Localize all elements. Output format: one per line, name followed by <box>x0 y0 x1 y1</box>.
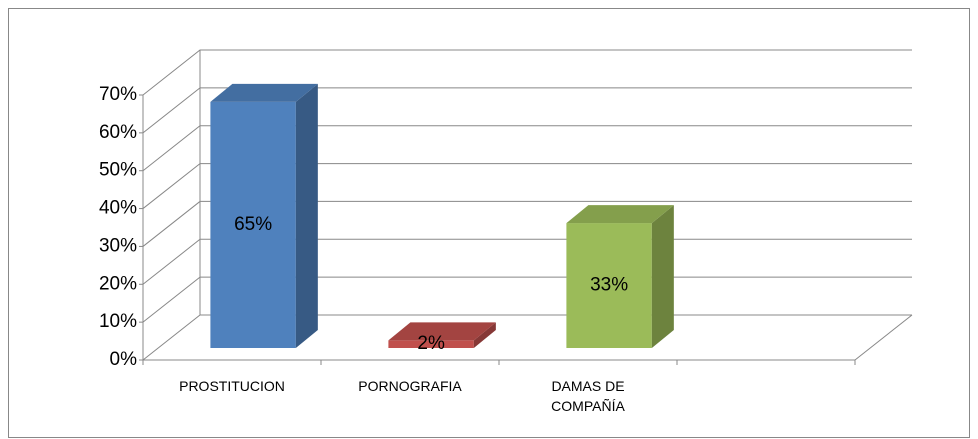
grid-line <box>142 238 912 285</box>
bar-top <box>210 83 318 102</box>
x-tick-label: PROSTITUCION <box>179 378 285 394</box>
x-tick-label: DAMAS DE COMPAÑÍA <box>551 378 625 414</box>
y-tick-label: 0% <box>110 349 138 370</box>
bar-top <box>566 205 674 224</box>
y-tick-label: 20% <box>99 273 137 294</box>
bar-side <box>295 83 318 348</box>
value-label: 33% <box>590 275 628 296</box>
y-tick-label: 50% <box>99 160 137 181</box>
value-label: 2% <box>417 333 445 354</box>
bar-front <box>388 340 474 348</box>
chart-border <box>8 8 970 438</box>
y-tick-label: 70% <box>99 84 137 105</box>
bar-side <box>651 205 674 348</box>
y-tick-label: 40% <box>99 198 137 219</box>
bar-front <box>210 101 296 348</box>
floor-edge <box>854 314 913 361</box>
grid-line <box>142 87 912 134</box>
x-tick-label: PORNOGRAFIA <box>358 378 462 394</box>
value-label: 65% <box>234 214 272 235</box>
y-tick-label: 10% <box>99 311 137 332</box>
grid-line <box>142 49 912 96</box>
grid-line <box>142 314 912 361</box>
grid-line <box>142 276 912 323</box>
grid-line <box>142 163 912 209</box>
bar-side <box>473 322 496 348</box>
grid-line <box>142 200 912 247</box>
grid-line <box>142 125 912 172</box>
y-tick-label: 30% <box>99 235 137 256</box>
y-tick-label: 60% <box>99 122 137 143</box>
bar-front <box>566 223 652 348</box>
bar-top <box>388 322 496 341</box>
